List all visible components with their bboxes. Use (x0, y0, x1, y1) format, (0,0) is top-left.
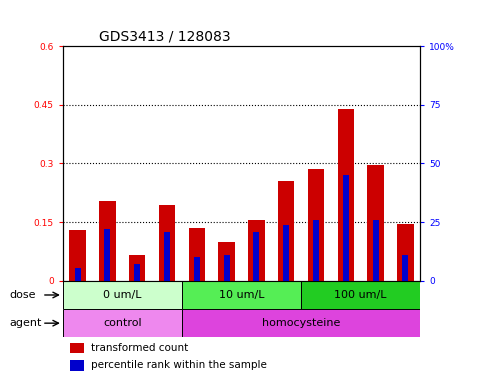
Bar (308, 169, 324, 281)
FancyBboxPatch shape (182, 309, 420, 337)
Bar (70, 343, 84, 353)
Text: control: control (103, 318, 142, 328)
Bar (372, 220, 379, 281)
Bar (70, 230, 86, 281)
Bar (70, 360, 84, 371)
Bar (283, 225, 289, 281)
Bar (159, 205, 175, 281)
FancyBboxPatch shape (182, 281, 301, 309)
FancyBboxPatch shape (63, 281, 182, 309)
Bar (218, 242, 235, 281)
Text: dose: dose (10, 290, 36, 300)
Text: GDS3413 / 128083: GDS3413 / 128083 (99, 30, 230, 43)
Bar (313, 220, 319, 281)
Bar (254, 232, 259, 281)
Bar (397, 224, 413, 281)
Text: agent: agent (10, 318, 42, 328)
Bar (134, 265, 140, 281)
Bar (164, 232, 170, 281)
Bar (75, 268, 81, 281)
Bar (104, 229, 111, 281)
FancyBboxPatch shape (301, 281, 420, 309)
Bar (99, 201, 115, 281)
Bar (338, 109, 354, 281)
Bar (224, 255, 229, 281)
Bar (189, 228, 205, 281)
Text: 0 um/L: 0 um/L (103, 290, 142, 300)
Bar (248, 220, 265, 281)
Text: homocysteine: homocysteine (262, 318, 340, 328)
Bar (368, 166, 384, 281)
Bar (278, 181, 294, 281)
Text: 100 um/L: 100 um/L (334, 290, 387, 300)
Bar (343, 175, 349, 281)
Text: transformed count: transformed count (91, 343, 189, 353)
Text: percentile rank within the sample: percentile rank within the sample (91, 361, 267, 371)
Bar (194, 257, 200, 281)
Text: 10 um/L: 10 um/L (219, 290, 264, 300)
FancyBboxPatch shape (63, 309, 182, 337)
Bar (129, 255, 145, 281)
Bar (402, 255, 408, 281)
